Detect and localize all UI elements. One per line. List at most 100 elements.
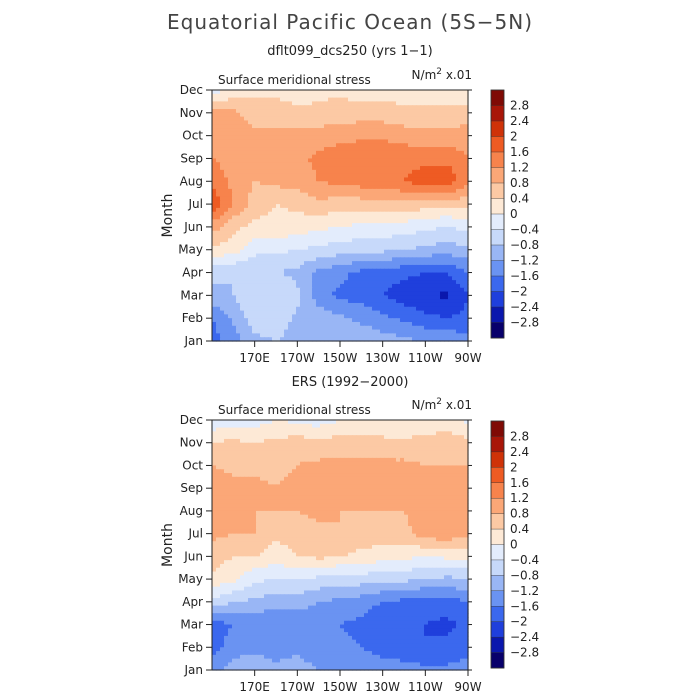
- contour-cell: [216, 188, 221, 194]
- contour-cell: [308, 457, 313, 463]
- contour-cell: [216, 242, 221, 247]
- contour-cell: [248, 280, 253, 285]
- contour-cell: [420, 101, 425, 106]
- contour-cell: [328, 238, 333, 243]
- contour-cell: [428, 242, 433, 247]
- contour-cell: [388, 185, 393, 190]
- contour-cell: [324, 147, 329, 152]
- contour-cell: [264, 143, 269, 148]
- contour-cell: [220, 329, 225, 334]
- contour-cell: [364, 446, 369, 451]
- contour-cell: [284, 454, 289, 459]
- contour-cell: [268, 116, 273, 122]
- contour-cell: [244, 196, 249, 201]
- contour-cell: [420, 135, 425, 141]
- contour-cell: [420, 299, 425, 304]
- contour-cell: [340, 431, 345, 436]
- contour-cell: [284, 253, 289, 258]
- contour-cell: [356, 97, 361, 103]
- contour-cell: [428, 223, 433, 228]
- contour-cell: [424, 226, 429, 232]
- contour-cell: [292, 166, 297, 171]
- contour-cell: [376, 207, 381, 213]
- contour-cell: [316, 318, 321, 323]
- contour-cell: [332, 188, 337, 194]
- contour-cell: [252, 427, 257, 432]
- contour-cell: [452, 420, 457, 425]
- contour-cell: [384, 112, 389, 118]
- contour-cell: [256, 97, 261, 103]
- contour-cell: [352, 306, 357, 312]
- contour-cell: [304, 306, 309, 312]
- contour-cell: [260, 261, 265, 266]
- contour-cell: [408, 245, 413, 251]
- contour-cell: [304, 287, 309, 293]
- contour-cell: [364, 242, 369, 247]
- contour-cell: [384, 435, 389, 440]
- contour-cell: [444, 139, 449, 144]
- contour-cell: [432, 442, 437, 448]
- contour-cell: [364, 204, 369, 209]
- contour-cell: [268, 128, 273, 133]
- contour-cell: [400, 329, 405, 334]
- contour-cell: [260, 431, 265, 436]
- contour-cell: [408, 257, 413, 262]
- contour-cell: [280, 446, 285, 451]
- contour-cell: [324, 302, 329, 308]
- contour-cell: [300, 264, 305, 270]
- contour-cell: [224, 139, 229, 144]
- contour-cell: [348, 238, 353, 243]
- contour-cell: [288, 242, 293, 247]
- contour-cell: [408, 280, 413, 285]
- contour-cell: [404, 192, 409, 198]
- contour-cell: [248, 204, 253, 209]
- contour-cell: [436, 230, 441, 236]
- contour-cell: [436, 90, 441, 95]
- contour-cell: [404, 188, 409, 194]
- contour-cell: [460, 181, 465, 186]
- contour-cell: [308, 219, 313, 224]
- contour-cell: [404, 135, 409, 141]
- contour-cell: [384, 268, 389, 274]
- contour-cell: [316, 234, 321, 239]
- contour-cell: [428, 90, 433, 95]
- contour-cell: [388, 215, 393, 220]
- contour-cell: [440, 169, 445, 175]
- contour-cell: [332, 93, 337, 99]
- contour-cell: [408, 166, 413, 171]
- contour-cell: [372, 261, 377, 266]
- contour-cell: [424, 337, 429, 342]
- contour-cell: [240, 150, 245, 156]
- contour-cell: [424, 431, 429, 436]
- contour-cell: [244, 124, 249, 129]
- contour-cell: [404, 268, 409, 274]
- contour-cell: [448, 438, 453, 444]
- contour-cell: [436, 223, 441, 228]
- contour-cell: [228, 420, 233, 425]
- contour-cell: [404, 423, 409, 429]
- contour-cell: [244, 112, 249, 118]
- contour-cell: [444, 230, 449, 236]
- contour-cell: [272, 158, 277, 163]
- contour-cell: [332, 105, 337, 110]
- contour-cell: [212, 215, 217, 220]
- contour-cell: [320, 97, 325, 103]
- contour-cell: [376, 264, 381, 270]
- contour-cell: [432, 120, 437, 125]
- contour-cell: [228, 280, 233, 285]
- contour-cell: [376, 139, 381, 144]
- contour-cell: [252, 162, 257, 167]
- contour-cell: [244, 120, 249, 125]
- contour-cell: [272, 325, 277, 331]
- contour-cell: [328, 143, 333, 148]
- contour-cell: [276, 135, 281, 141]
- contour-cell: [444, 173, 449, 179]
- contour-cell: [224, 211, 229, 217]
- contour-cell: [216, 185, 221, 190]
- contour-cell: [264, 112, 269, 118]
- contour-cell: [308, 204, 313, 209]
- contour-cell: [440, 97, 445, 103]
- contour-cell: [316, 169, 321, 175]
- contour-cell: [324, 196, 329, 201]
- contour-cell: [420, 420, 425, 425]
